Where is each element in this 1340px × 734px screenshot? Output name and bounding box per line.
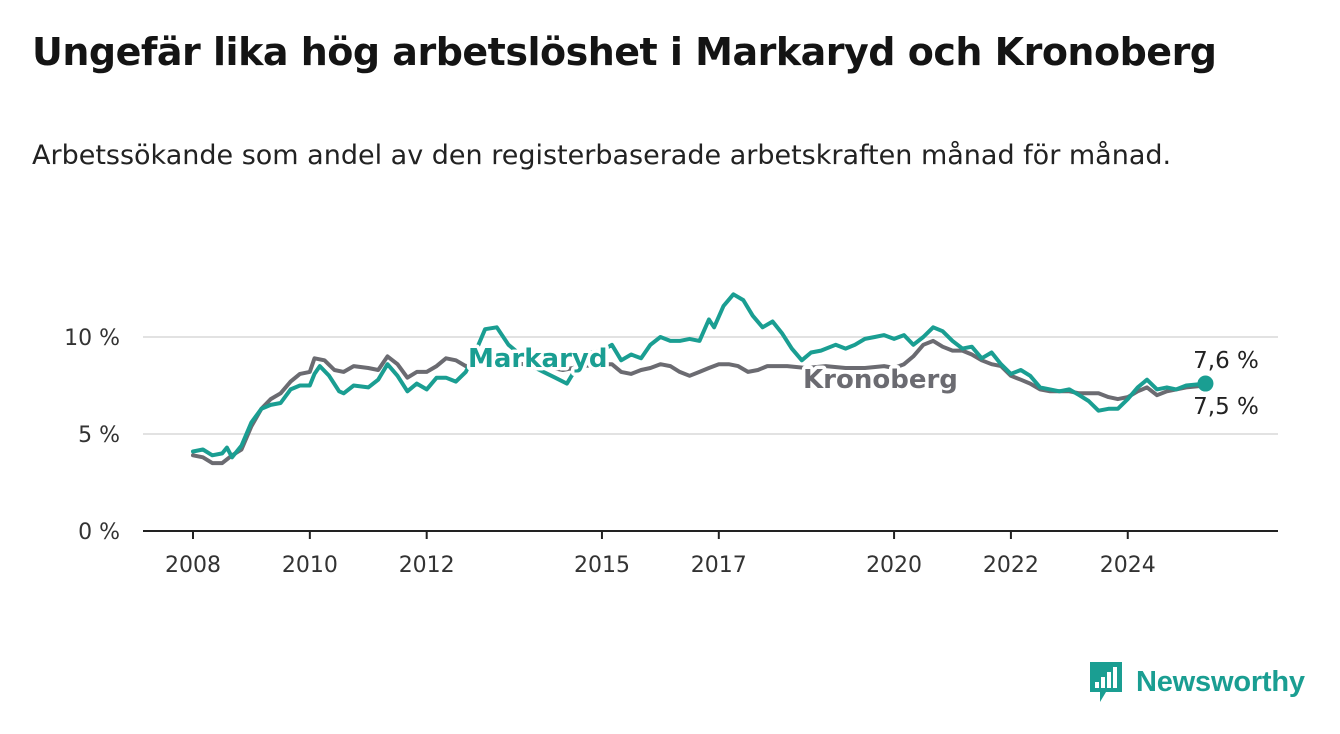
page-title: Ungefär lika hög arbetslöshet i Markaryd… <box>32 30 1217 74</box>
series-label-kronoberg: Kronoberg <box>803 365 958 395</box>
end-value-kronoberg: 7,5 % <box>1193 394 1259 420</box>
series-line-kronoberg <box>191 338 1208 466</box>
series-line-markaryd <box>191 292 1208 460</box>
series-label-markaryd: Markaryd <box>468 344 607 374</box>
newsworthy-logo-icon <box>1090 662 1122 702</box>
x-tick-label: 2017 <box>691 553 747 578</box>
y-tick-label: 10 % <box>64 326 120 351</box>
series-labels: Markaryd Kronoberg 7,6 % 7,5 % <box>465 341 1262 423</box>
line-chart: 0 % 5 % 10 % 2008 2010 2012 2015 2017 2020 2022 20… <box>64 292 1278 578</box>
y-tick-label: 0 % <box>78 520 120 545</box>
series-end-marker <box>1197 375 1214 392</box>
y-tick-label: 5 % <box>78 423 120 448</box>
newsworthy-brand: Newsworthy <box>1088 660 1305 704</box>
x-tick-label: 2010 <box>282 553 338 578</box>
end-value-markaryd: 7,6 % <box>1193 348 1259 374</box>
axes: 0 % 5 % 10 % 2008 2010 2012 2015 2017 2020 2022 20… <box>64 326 1278 578</box>
x-tick-label: 2015 <box>574 553 630 578</box>
x-tick-label: 2022 <box>983 553 1039 578</box>
series-lines <box>191 292 1214 466</box>
x-tick-label: 2012 <box>399 553 455 578</box>
x-tick-label: 2024 <box>1100 553 1156 578</box>
brand-name: Newsworthy <box>1136 665 1305 698</box>
x-tick-label: 2008 <box>165 553 221 578</box>
page-subtitle: Arbetssökande som andel av den registerb… <box>32 140 1172 171</box>
gridlines <box>143 336 1278 435</box>
x-tick-label: 2020 <box>866 553 922 578</box>
